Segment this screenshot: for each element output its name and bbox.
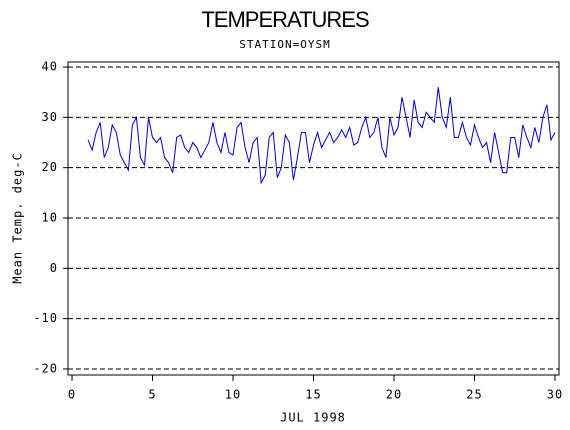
chart-subtitle: STATION=OYSM: [239, 38, 330, 51]
y-axis-label: Mean Temp. deg-C: [11, 152, 25, 284]
y-tick-label: 40: [42, 60, 58, 74]
x-tick-label: 0: [68, 388, 76, 402]
y-tick-label: 10: [42, 210, 58, 224]
x-tick-label: 15: [305, 388, 321, 402]
x-tick-label: 5: [148, 388, 156, 402]
y-tick-label: 30: [42, 110, 58, 124]
plot-frame: [67, 61, 560, 376]
x-tick-label: 30: [547, 388, 563, 402]
x-tick-label: 25: [466, 388, 482, 402]
data-line: [87, 87, 556, 185]
x-tick-label: 10: [225, 388, 241, 402]
chart-title: TEMPERATURES: [201, 7, 369, 32]
x-tick-label: 20: [386, 388, 402, 402]
y-tick-label: 20: [42, 160, 58, 174]
y-tick-label: -20: [33, 361, 58, 375]
x-axis-label: JUL 1998: [280, 411, 346, 425]
y-tick-label: 0: [50, 261, 58, 275]
y-tick-label: -10: [33, 311, 58, 325]
